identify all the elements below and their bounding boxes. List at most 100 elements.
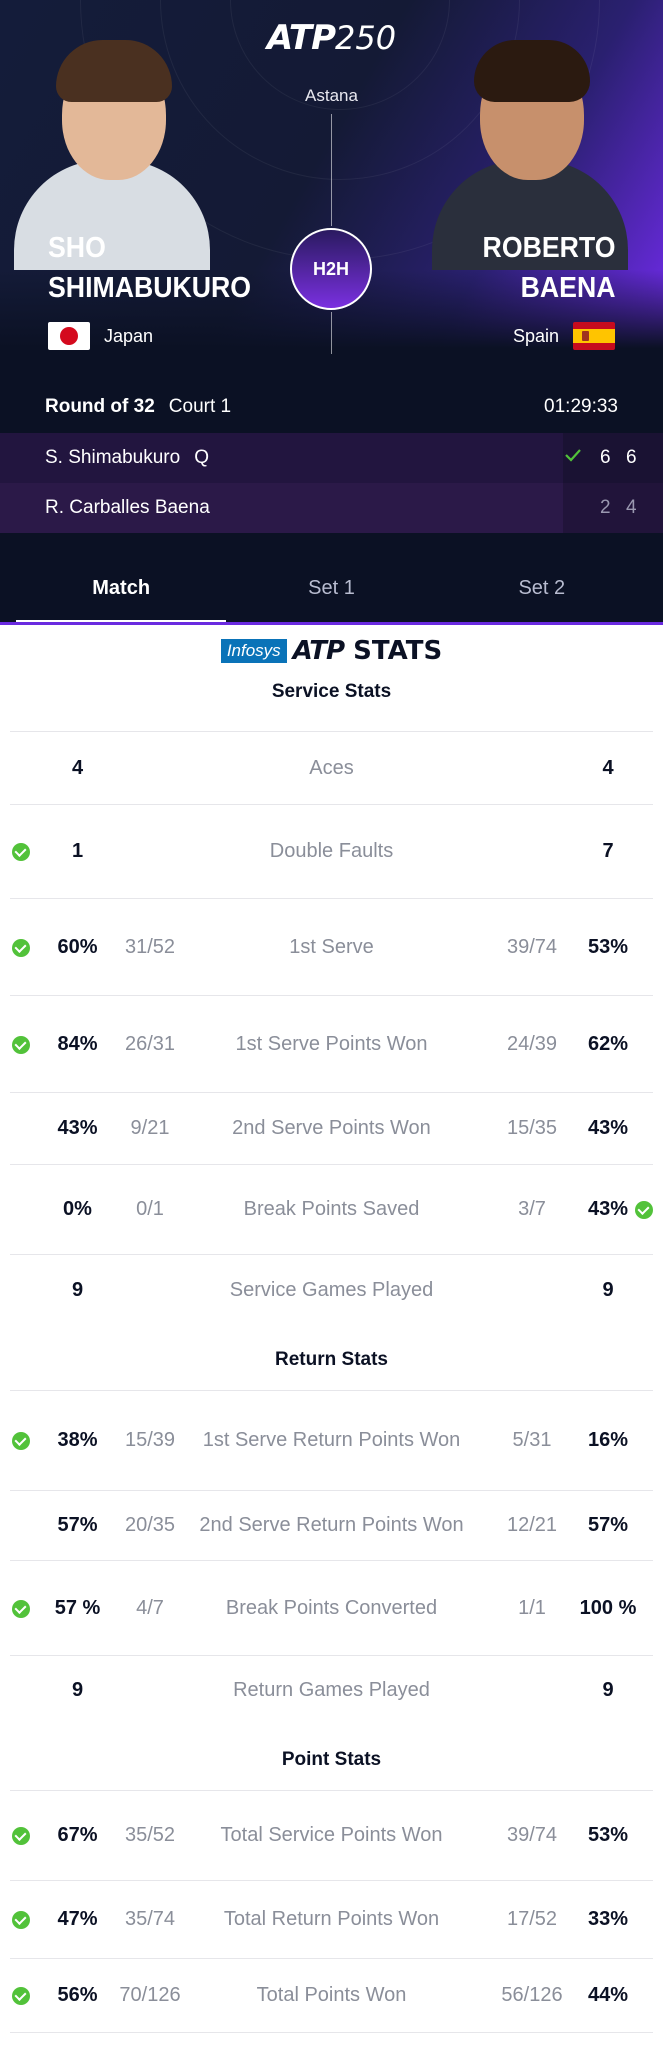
section-title: Point Stats — [281, 1749, 382, 1770]
left-value: 1 — [71, 840, 84, 862]
right-value: 33% — [587, 1908, 629, 1930]
winner-dot-icon — [12, 1432, 30, 1450]
left-fraction: 26/31 — [124, 1033, 176, 1055]
right-fraction: 39/74 — [506, 936, 558, 958]
stat-row: 67% 35/52 Total Service Points Won 39/74 53% — [10, 1790, 653, 1880]
right-value: 100 % — [579, 1597, 637, 1619]
left-fraction: 9/21 — [130, 1117, 170, 1139]
right-value: 53% — [587, 936, 629, 958]
player-left-name[interactable]: SHO SHIMABUKURO — [48, 228, 251, 308]
left-fraction: 4/7 — [136, 1597, 164, 1619]
stats-tabs: Match Set 1 Set 2 — [16, 565, 647, 625]
right-value: 44% — [587, 1984, 629, 2006]
stat-label: Aces — [309, 757, 354, 779]
set-score: 4 — [626, 497, 637, 518]
player-short-name: S. Shimabukuro — [45, 447, 181, 468]
stat-row: 57 % 4/7 Break Points Converted 1/1 100 % — [10, 1560, 653, 1655]
right-fraction: 56/126 — [501, 1984, 563, 2006]
stat-label: 1st Serve Return Points Won — [202, 1429, 461, 1451]
set-score: 6 — [600, 447, 611, 468]
player-left-last-name: SHIMABUKURO — [48, 272, 252, 304]
left-value: 56% — [57, 1984, 98, 2006]
stat-row: 56% 70/126 Total Points Won 56/126 44% — [10, 1958, 653, 2032]
stat-label: 1st Serve — [289, 936, 374, 958]
player-right-name[interactable]: ROBERTO BAENA — [482, 228, 615, 308]
right-value: 57% — [587, 1514, 629, 1536]
right-value: 7 — [602, 840, 614, 862]
round-info: Round of 32 Court 1 01:29:33 — [45, 396, 618, 418]
player-left-photo[interactable] — [2, 30, 222, 270]
left-fraction: 20/35 — [124, 1514, 176, 1536]
stat-label: Total Service Points Won — [220, 1824, 443, 1846]
japan-flag-icon — [48, 322, 90, 350]
set-score: 6 — [626, 447, 637, 468]
right-value: 43% — [587, 1198, 629, 1220]
right-value: 62% — [587, 1033, 629, 1055]
tabs-underline — [0, 622, 663, 625]
left-value: 43% — [57, 1117, 98, 1139]
stat-row: 43% 9/21 2nd Serve Points Won 15/35 43% — [10, 1092, 653, 1164]
left-value: 84% — [57, 1033, 98, 1055]
left-value: 9 — [71, 1279, 84, 1301]
left-fraction: 35/74 — [124, 1908, 176, 1930]
left-fraction: 70/126 — [119, 1984, 181, 2006]
tab-match[interactable]: Match — [16, 565, 227, 625]
stat-row: 57% 20/35 2nd Serve Return Points Won 12/21… — [10, 1490, 653, 1560]
right-fraction: 12/21 — [506, 1514, 558, 1536]
stats-suffix: STATS — [353, 636, 443, 666]
left-value: 0% — [63, 1198, 92, 1220]
h2h-button[interactable]: H2H — [290, 228, 372, 310]
right-value: 16% — [587, 1429, 629, 1451]
right-value: 4 — [602, 757, 614, 779]
winner-dot-icon — [12, 843, 30, 861]
country-label: Japan — [104, 325, 154, 346]
stat-row: 1 Double Faults 7 — [10, 804, 653, 898]
left-value: 4 — [71, 757, 84, 779]
stat-row: 84% 26/31 1st Serve Points Won 24/39 62% — [10, 995, 653, 1092]
left-fraction: 0/1 — [136, 1198, 164, 1220]
infosys-atp-stats-logo: Infosys ATP STATS — [0, 636, 663, 666]
country-label: Spain — [512, 325, 559, 346]
tab-set-2[interactable]: Set 2 — [518, 577, 566, 599]
left-value: 38% — [57, 1429, 98, 1451]
stat-row: 60% 31/52 1st Serve 39/74 53% — [10, 898, 653, 995]
winner-dot-icon — [635, 1201, 653, 1219]
right-value: 53% — [587, 1824, 629, 1846]
tournament-logo: ATP250 — [0, 18, 663, 58]
stat-label: 2nd Serve Return Points Won — [199, 1514, 464, 1536]
stat-row: 38% 15/39 1st Serve Return Points Won 5/31 1… — [10, 1390, 653, 1490]
match-header: ATP250 Astana H2H SHO SHIMABUKURO ROBERT… — [0, 0, 663, 625]
stat-label: 2nd Serve Points Won — [232, 1117, 431, 1139]
winner-dot-icon — [12, 1987, 30, 2005]
left-value: 57 % — [54, 1597, 101, 1619]
player-right-first-name: ROBERTO — [482, 232, 615, 264]
city-label: Astana — [305, 86, 358, 105]
left-value: 47% — [57, 1908, 98, 1930]
left-value: 67% — [57, 1824, 98, 1846]
tier-text: 250 — [335, 19, 397, 57]
section-title: Service Stats — [271, 681, 392, 702]
stat-row: 9 Return Games Played 9 — [10, 1655, 653, 1725]
right-fraction: 24/39 — [506, 1033, 558, 1055]
infosys-logo: Infosys — [220, 639, 287, 663]
section-title: Return Stats — [275, 1349, 388, 1370]
court-label: Court 1 — [168, 396, 232, 417]
tab-set-1[interactable]: Set 1 — [308, 577, 355, 599]
player-left-first-name: SHO — [48, 232, 106, 264]
right-value: 9 — [602, 1279, 614, 1301]
right-fraction: 39/74 — [506, 1824, 558, 1846]
right-value: 43% — [587, 1117, 629, 1139]
player-right-country: Spain — [513, 322, 615, 350]
player-right-last-name: BAENA — [520, 272, 615, 304]
left-fraction: 35/52 — [124, 1824, 176, 1846]
player-right-photo[interactable] — [420, 30, 640, 270]
stat-label: Break Points Converted — [225, 1597, 438, 1619]
atp-logo-text: ATP — [266, 18, 336, 58]
right-fraction: 3/7 — [518, 1198, 546, 1220]
left-value: 60% — [57, 936, 98, 958]
stat-row: 0% 0/1 Break Points Saved 3/7 43% — [10, 1164, 653, 1254]
left-fraction: 15/39 — [124, 1429, 176, 1451]
winner-check-icon — [565, 449, 581, 462]
